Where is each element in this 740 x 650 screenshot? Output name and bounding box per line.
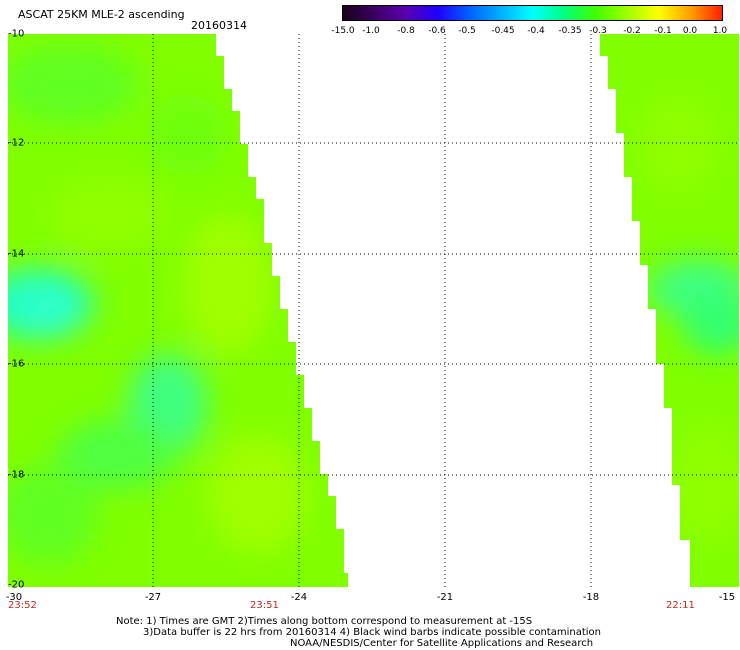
lon-tick-label: -21	[436, 592, 454, 603]
footnote-line-1: Note: 1) Times are GMT 2)Times along bot…	[116, 616, 533, 627]
swath-patch	[683, 294, 739, 354]
lat-tick-label: -20	[8, 579, 25, 591]
colorbar-label: -0.1	[654, 26, 672, 36]
swath-time-label: 23:51	[250, 600, 279, 611]
product-title: ASCAT 25KM MLE-2 ascending	[18, 8, 185, 21]
colorbar-label: -0.2	[623, 26, 641, 36]
graticule	[8, 34, 739, 587]
swath-patch	[668, 424, 739, 544]
swath-patch	[148, 94, 228, 174]
lon-tick-label: -15	[718, 592, 736, 603]
swath-patch	[208, 434, 308, 554]
swath-patch	[183, 214, 273, 354]
wind-map	[8, 34, 739, 587]
swath-patch	[8, 44, 138, 124]
colorbar-label: -15.0	[331, 26, 355, 36]
lon-tick-label: -24	[290, 592, 308, 603]
colorbar	[342, 5, 723, 21]
colorbar-label: -0.8	[397, 26, 415, 36]
lon-tick-label: -27	[144, 592, 162, 603]
colorbar-label: -0.4	[527, 26, 545, 36]
colorbar-label: -0.35	[558, 26, 582, 36]
swath-patch	[58, 419, 178, 489]
left-swath	[8, 34, 348, 587]
swath-patch	[638, 94, 718, 194]
lon-tick-label: -18	[582, 592, 600, 603]
colorbar-label: 1.0	[712, 26, 728, 36]
colorbar-label: -0.45	[491, 26, 515, 36]
swath-time-label: 22:11	[666, 600, 695, 611]
colorbar-label: 0.0	[682, 26, 698, 36]
colorbar-label: -0.5	[458, 26, 476, 36]
lat-tick-label: -14	[8, 248, 25, 260]
swath-time-label: 23:52	[8, 600, 37, 611]
product-date: 20160314	[191, 19, 247, 32]
colorbar-gradient	[343, 6, 722, 20]
swath-patch	[48, 174, 168, 254]
colorbar-label: -0.6	[428, 26, 446, 36]
colorbar-label: -0.3	[589, 26, 607, 36]
lat-tick-label: -12	[8, 137, 25, 149]
lon-tick-label: -30	[5, 592, 23, 603]
footnote-line-2: 3)Data buffer is 22 hrs from 20160314 4)…	[143, 627, 601, 638]
swath-patch	[8, 464, 98, 564]
lat-tick-label: -10	[8, 28, 25, 40]
lat-tick-label: -16	[8, 358, 25, 370]
swath-patch	[23, 291, 73, 327]
colorbar-label: -1.0	[362, 26, 380, 36]
right-swath	[600, 34, 739, 587]
footnote-line-3: NOAA/NESDIS/Center for Satellite Applica…	[290, 638, 594, 649]
lat-tick-label: -18	[8, 469, 25, 481]
